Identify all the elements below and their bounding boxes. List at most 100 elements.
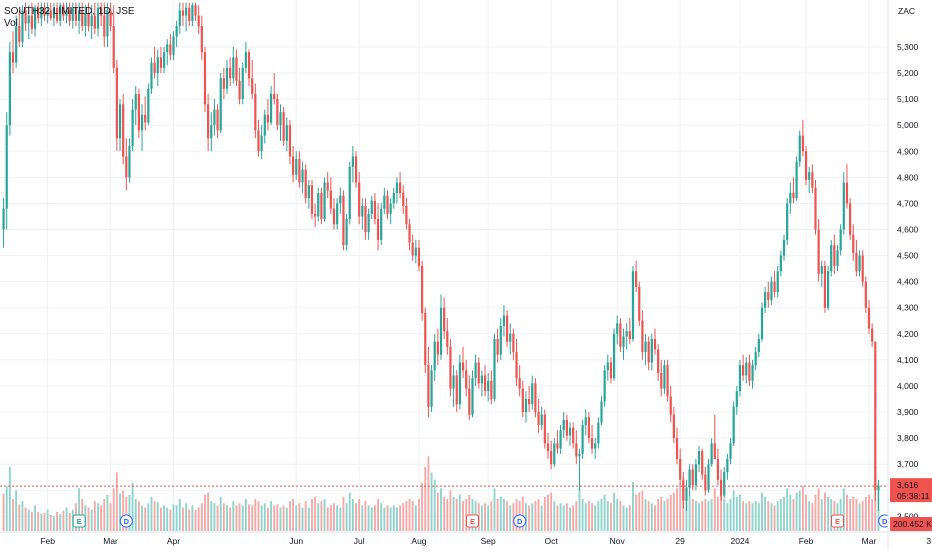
candle-body[interactable] [443,307,446,332]
candle-body[interactable] [858,255,861,272]
candle-body[interactable] [735,391,738,407]
candle-body[interactable] [203,52,207,105]
candle-body[interactable] [317,192,320,217]
candle-body[interactable] [660,372,663,389]
candle-body[interactable] [266,114,270,123]
candle-body[interactable] [295,159,298,175]
candle-body[interactable] [398,182,402,193]
candle-body[interactable] [191,5,194,21]
candle-body[interactable] [112,26,115,68]
candle-body[interactable] [483,375,487,392]
candle-body[interactable] [446,331,449,347]
event-marker-dividend[interactable]: D [119,514,133,528]
candle-body[interactable] [653,339,657,350]
candle-body[interactable] [562,419,565,431]
candle-body[interactable] [118,104,122,139]
dividend-marker[interactable] [119,514,133,528]
candle-body[interactable] [194,5,197,16]
candle-body[interactable] [518,378,521,389]
candle-body[interactable] [106,10,109,37]
candle-body[interactable] [307,185,310,199]
candle-body[interactable] [197,15,200,27]
candle-body[interactable] [512,333,515,353]
candle-body[interactable] [128,146,131,178]
candle-body[interactable] [395,182,399,193]
candle-body[interactable] [587,417,591,439]
candle-body[interactable] [612,333,616,379]
candle-body[interactable] [861,255,864,282]
candle-body[interactable] [276,99,279,126]
price-axis[interactable]: 3,5003,6003,7003,8003,9004,0004,1004,200… [897,42,919,521]
candle-body[interactable] [719,479,723,496]
candle-body[interactable] [697,451,701,465]
candle-body[interactable] [644,341,647,353]
candle-body[interactable] [647,341,650,363]
candle-body[interactable] [528,399,531,405]
candle-body[interactable] [162,52,166,68]
candle-body[interactable] [808,172,811,180]
candle-body[interactable] [74,7,78,21]
candle-body[interactable] [531,383,534,405]
candle-body[interactable] [792,192,795,199]
candle-body[interactable] [836,250,839,266]
candle-body[interactable] [682,479,685,501]
candle-body[interactable] [760,307,764,340]
candle-body[interactable] [269,93,273,123]
candle-body[interactable] [622,336,625,347]
candle-body[interactable] [738,365,742,392]
candle-body[interactable] [314,213,317,217]
candle-body[interactable] [534,383,537,413]
candle-body[interactable] [364,206,367,233]
candle-body[interactable] [232,57,235,79]
candle-body[interactable] [609,362,613,379]
candle-body[interactable] [402,192,405,207]
earnings-marker[interactable] [72,514,86,528]
candle-body[interactable] [225,67,229,89]
candle-body[interactable] [742,365,745,376]
candle-body[interactable] [754,352,757,366]
candle-body[interactable] [430,370,433,407]
candle-body[interactable] [166,44,169,53]
candle-body[interactable] [361,206,364,217]
candle-body[interactable] [254,93,257,131]
candle-body[interactable] [358,182,361,217]
candle-body[interactable] [477,362,480,384]
candle-body[interactable] [376,219,380,240]
candle-body[interactable] [619,323,622,347]
candle-body[interactable] [156,57,159,74]
candle-body[interactable] [175,26,178,37]
candle-body[interactable] [823,266,827,308]
candle-body[interactable] [339,195,342,204]
candle-body[interactable] [773,281,776,293]
candle-body[interactable] [776,271,779,293]
candle-body[interactable] [710,443,713,465]
candle-body[interactable] [716,458,720,480]
candle-body[interactable] [487,380,490,392]
event-marker-earnings[interactable]: E [465,514,479,528]
candle-body[interactable] [628,331,631,340]
candle-body[interactable] [436,341,439,355]
candle-body[interactable] [597,422,600,444]
candle-body[interactable] [509,333,512,342]
candle-body[interactable] [392,192,395,204]
candle-body[interactable] [726,458,729,473]
candle-body[interactable] [814,187,817,230]
candle-body[interactable] [90,15,93,27]
candle-body[interactable] [524,399,528,413]
candle-body[interactable] [216,109,219,131]
candle-body[interactable] [21,10,24,42]
candle-body[interactable] [273,93,276,100]
candle-body[interactable] [122,104,125,157]
candle-body[interactable] [584,417,587,426]
candle-body[interactable] [748,362,751,381]
candle-body[interactable] [490,380,493,399]
candle-body[interactable] [320,192,323,220]
candle-body[interactable] [40,7,43,19]
candle-body[interactable] [235,57,238,81]
candle-body[interactable] [207,104,210,139]
candle-body[interactable] [650,339,653,363]
candle-body[interactable] [694,464,698,486]
candle-body[interactable] [244,52,247,68]
candle-body[interactable] [140,114,144,131]
